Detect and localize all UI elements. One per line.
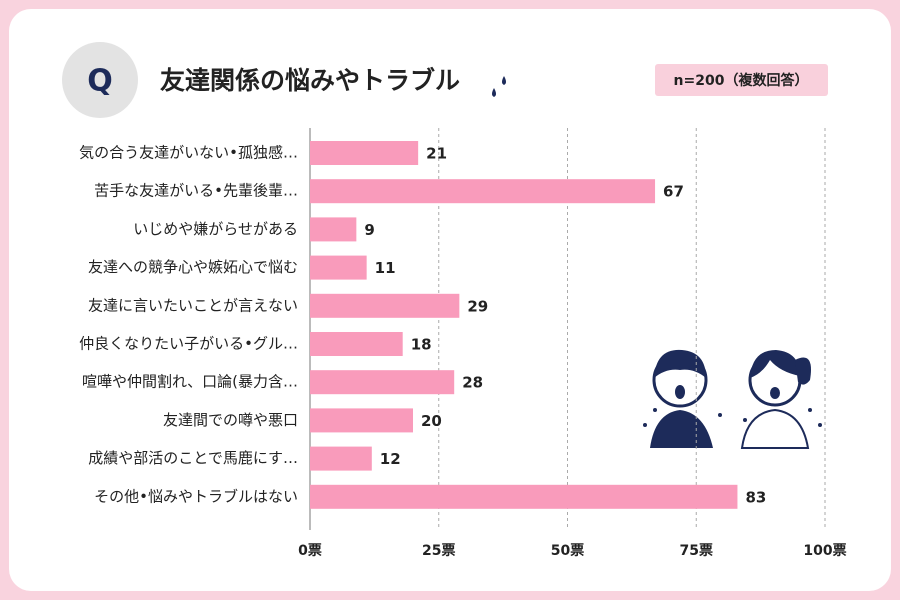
chart-title: 友達関係の悩みやトラブル xyxy=(160,66,460,95)
illustration xyxy=(643,349,822,449)
bar xyxy=(310,179,656,204)
x-tick-label: 25票 xyxy=(422,543,455,559)
bar xyxy=(310,332,403,356)
bar xyxy=(310,370,455,395)
badge-circle xyxy=(62,42,138,118)
y-tick-label: 気の合う友達がいない•孤独感… xyxy=(79,144,298,162)
bar xyxy=(310,217,357,242)
note-box xyxy=(655,64,828,96)
value-label: 11 xyxy=(375,259,396,277)
value-label: 67 xyxy=(663,183,684,201)
y-tick-label: その他•悩みやトラブルはない xyxy=(94,487,298,505)
y-tick-label: 友達に言いたいことが言えない xyxy=(88,296,298,314)
value-label: 20 xyxy=(421,412,442,430)
y-tick-label: 苦手な友達がいる•先輩後輩… xyxy=(94,182,298,200)
bar xyxy=(310,141,419,165)
y-tick-label: 成績や部活のことで馬鹿にす… xyxy=(88,449,298,467)
bar xyxy=(310,255,367,280)
x-tick-label: 50票 xyxy=(551,543,584,559)
bar xyxy=(310,446,372,471)
y-tick-label: 友達間での噂や悪口 xyxy=(163,411,298,429)
y-tick-label: 喧嘩や仲間割れ、口論(暴力含… xyxy=(82,373,298,391)
bar xyxy=(310,408,413,433)
y-tick-label: 友達への競争心や嫉妬心で悩む xyxy=(88,258,298,276)
note: n=200（複数回答） xyxy=(674,72,809,89)
x-tick-label: 100票 xyxy=(803,543,846,559)
y-tick-label: いじめや嫌がらせがある xyxy=(133,220,298,238)
bar xyxy=(310,484,738,509)
value-label: 21 xyxy=(426,145,447,163)
value-label: 12 xyxy=(380,450,401,468)
drops-icon xyxy=(492,76,506,97)
y-tick-label: 仲良くなりたい子がいる•グル… xyxy=(79,335,298,353)
value-label: 29 xyxy=(467,297,488,315)
value-label: 28 xyxy=(462,374,483,392)
badge: Q xyxy=(87,64,113,99)
value-label: 9 xyxy=(364,221,374,239)
value-label: 18 xyxy=(411,336,432,354)
x-tick-label: 0票 xyxy=(298,543,322,559)
value-label: 83 xyxy=(745,488,766,506)
bar xyxy=(310,293,460,318)
x-tick-label: 75票 xyxy=(680,543,713,559)
